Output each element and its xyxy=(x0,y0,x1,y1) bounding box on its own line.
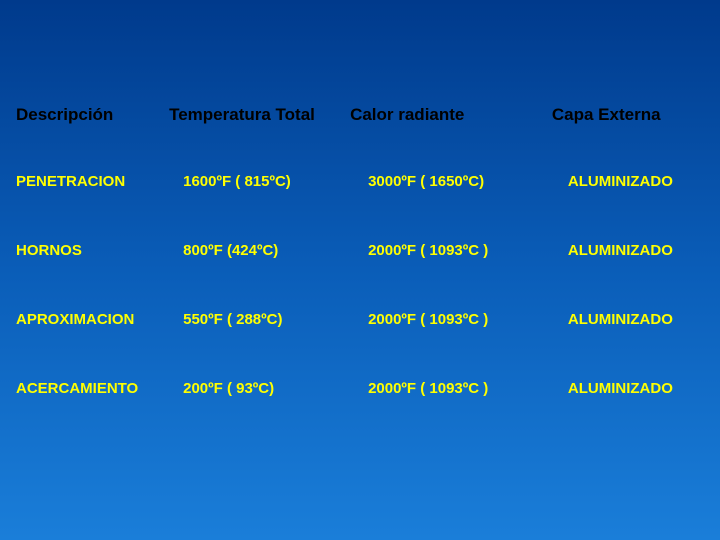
cell-capa: ALUMINIZADO xyxy=(548,311,708,380)
header-temperatura: Temperatura Total xyxy=(165,105,346,173)
table-header-row: Descripción Temperatura Total Calor radi… xyxy=(12,105,708,173)
cell-calor: 3000ºF ( 1650ºC) xyxy=(346,173,548,242)
cell-descripcion: ACERCAMIENTO xyxy=(12,380,165,449)
cell-calor: 2000ºF ( 1093ºC ) xyxy=(346,242,548,311)
table-container: Descripción Temperatura Total Calor radi… xyxy=(0,0,720,449)
table-row: PENETRACION 1600ºF ( 815ºC) 3000ºF ( 165… xyxy=(12,173,708,242)
header-calor: Calor radiante xyxy=(346,105,548,173)
table-row: HORNOS 800ºF (424ºC) 2000ºF ( 1093ºC ) A… xyxy=(12,242,708,311)
cell-temperatura: 1600ºF ( 815ºC) xyxy=(165,173,346,242)
cell-capa: ALUMINIZADO xyxy=(548,242,708,311)
cell-descripcion: HORNOS xyxy=(12,242,165,311)
cell-calor: 2000ºF ( 1093ºC ) xyxy=(346,380,548,449)
cell-descripcion: APROXIMACION xyxy=(12,311,165,380)
cell-descripcion: PENETRACION xyxy=(12,173,165,242)
table-row: APROXIMACION 550ºF ( 288ºC) 2000ºF ( 109… xyxy=(12,311,708,380)
cell-calor: 2000ºF ( 1093ºC ) xyxy=(346,311,548,380)
table-row: ACERCAMIENTO 200ºF ( 93ºC) 2000ºF ( 1093… xyxy=(12,380,708,449)
cell-temperatura: 800ºF (424ºC) xyxy=(165,242,346,311)
cell-temperatura: 550ºF ( 288ºC) xyxy=(165,311,346,380)
header-capa: Capa Externa xyxy=(548,105,708,173)
cell-capa: ALUMINIZADO xyxy=(548,380,708,449)
data-table: Descripción Temperatura Total Calor radi… xyxy=(12,105,708,449)
header-descripcion: Descripción xyxy=(12,105,165,173)
cell-capa: ALUMINIZADO xyxy=(548,173,708,242)
cell-temperatura: 200ºF ( 93ºC) xyxy=(165,380,346,449)
